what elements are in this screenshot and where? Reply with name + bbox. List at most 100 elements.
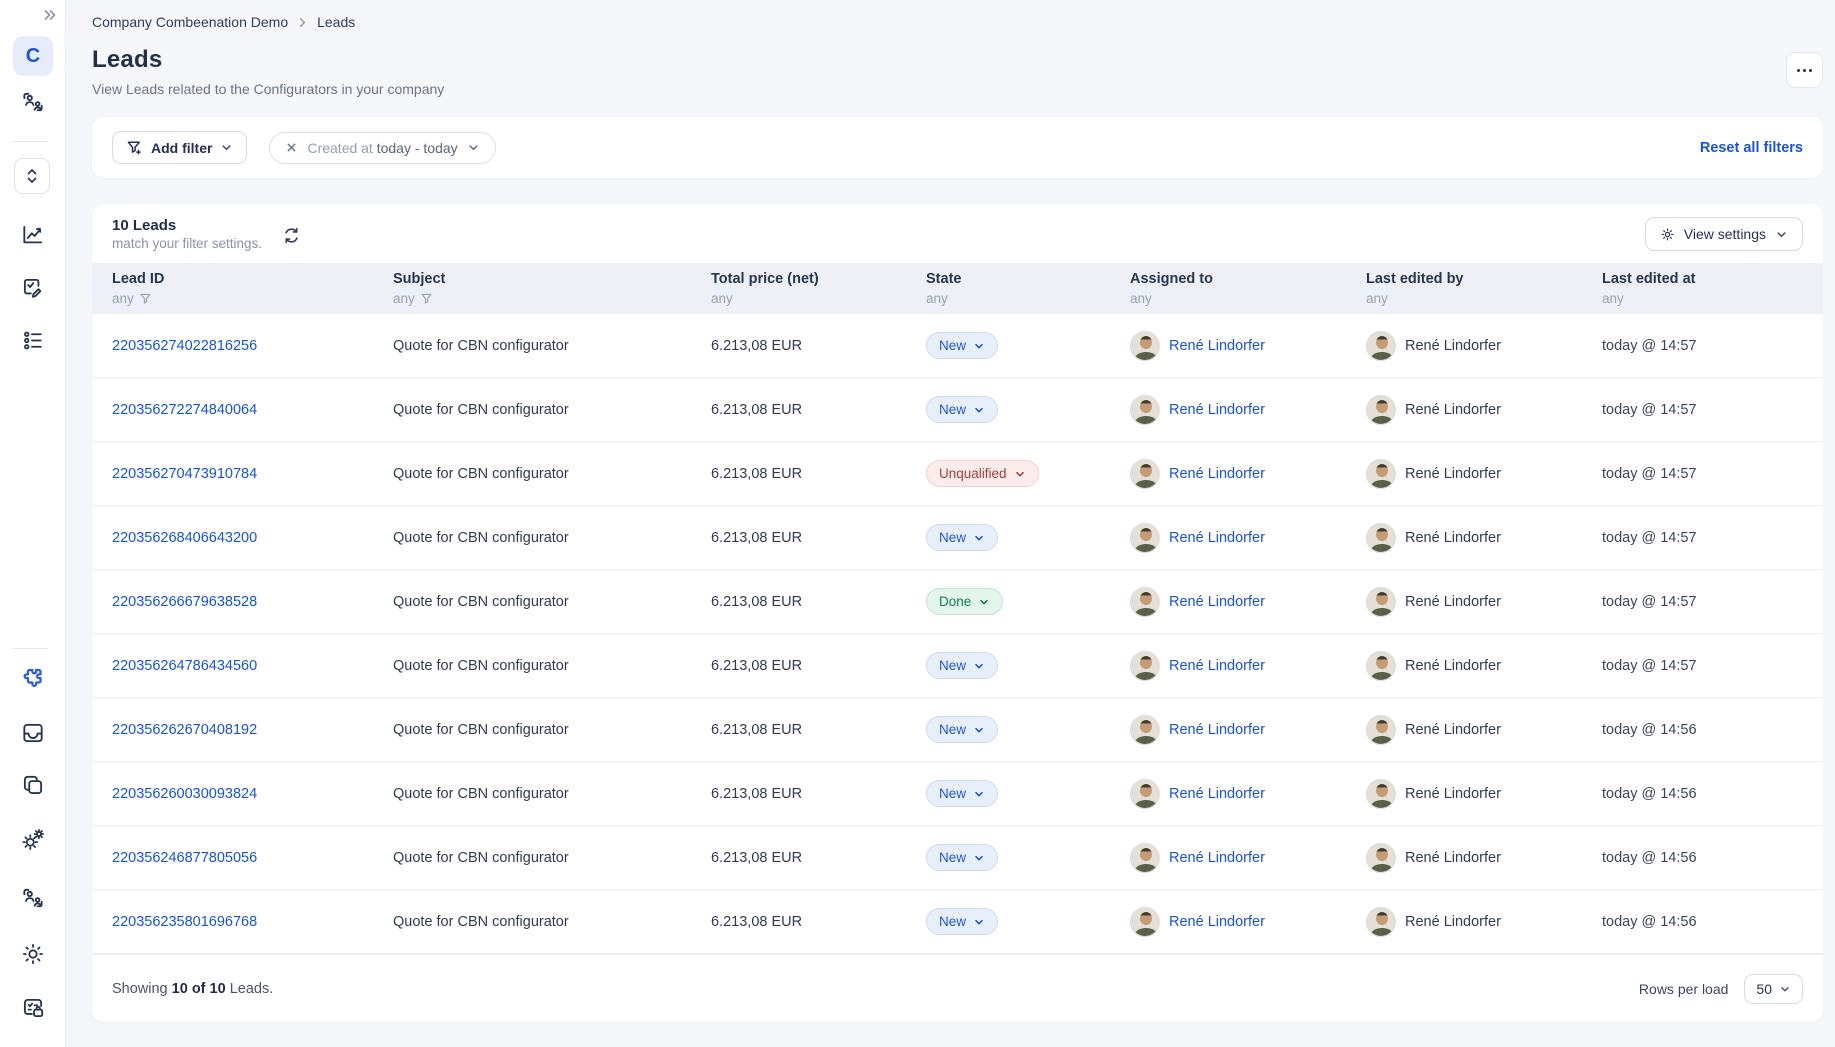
assigned-to-link[interactable]: René Lindorfer [1169, 337, 1265, 354]
filter-chip-field: Created at [307, 139, 373, 156]
team-users-icon[interactable] [17, 882, 49, 914]
last-edited-by-name: René Lindorfer [1405, 657, 1501, 674]
column-header-last-edited-at[interactable]: Last edited at any [1602, 271, 1696, 306]
assigned-to-link[interactable]: René Lindorfer [1169, 721, 1265, 738]
lead-id-link[interactable]: 220356274022816256 [112, 337, 258, 354]
lead-subject: Quote for CBN configurator [393, 785, 569, 802]
analytics-chart-icon[interactable] [17, 219, 49, 251]
avatar [1366, 394, 1396, 425]
column-header-subject[interactable]: Subject any [393, 271, 446, 306]
lead-subject: Quote for CBN configurator [393, 913, 569, 930]
automation-gears-icon[interactable] [17, 824, 49, 856]
state-badge[interactable]: New [926, 652, 999, 679]
assigned-to-link[interactable]: René Lindorfer [1169, 913, 1265, 930]
chevron-down-icon [973, 788, 985, 800]
refresh-icon[interactable] [282, 226, 301, 245]
lead-subject: Quote for CBN configurator [393, 657, 569, 674]
avatar [1366, 330, 1396, 361]
lead-id-link[interactable]: 220356262670408192 [112, 721, 258, 738]
assigned-to-link[interactable]: René Lindorfer [1169, 465, 1265, 482]
lead-id-link[interactable]: 220356235801696768 [112, 913, 258, 930]
state-badge[interactable]: Done [926, 588, 1004, 615]
rows-per-load-label: Rows per load [1638, 980, 1729, 997]
last-edited-at: today @ 14:56 [1602, 785, 1697, 802]
assigned-to-link[interactable]: René Lindorfer [1169, 529, 1265, 546]
chevron-down-icon [467, 141, 480, 154]
lead-id-link[interactable]: 220356260030093824 [112, 785, 258, 802]
last-edited-by-name: René Lindorfer [1405, 721, 1501, 738]
lead-id-link[interactable]: 220356246877805056 [112, 849, 258, 866]
rows-per-load-select[interactable]: 50 [1744, 973, 1803, 1004]
avatar [1366, 842, 1396, 873]
lead-id-link[interactable]: 220356270473910784 [112, 465, 258, 482]
state-badge[interactable]: New [926, 908, 999, 935]
copies-icon[interactable] [17, 770, 49, 802]
lead-price: 6.213,08 EUR [711, 913, 803, 930]
settings-gear-icon[interactable] [17, 938, 49, 970]
chevron-down-icon [220, 141, 233, 154]
assigned-to-link[interactable]: René Lindorfer [1169, 593, 1265, 610]
funnel-icon [140, 293, 151, 304]
column-header-total-price[interactable]: Total price (net) any [711, 271, 819, 306]
lead-id-link[interactable]: 220356272274840064 [112, 401, 258, 418]
assigned-to-link[interactable]: René Lindorfer [1169, 849, 1265, 866]
table-column-headers: Lead ID any Subject any Total price (net… [92, 263, 1823, 314]
avatar [1366, 714, 1396, 745]
configurator-plugin-icon[interactable] [17, 663, 49, 695]
reset-all-filters-link[interactable]: Reset all filters [1699, 139, 1803, 156]
state-badge[interactable]: New [926, 716, 999, 743]
lead-id-link[interactable]: 220356268406643200 [112, 529, 258, 546]
company-logo[interactable]: C [13, 36, 53, 76]
license-card-icon[interactable] [17, 992, 49, 1024]
task-list-icon[interactable] [17, 324, 49, 356]
last-edited-at: today @ 14:57 [1602, 337, 1697, 354]
filter-plus-icon [126, 139, 143, 156]
chevron-down-icon [1014, 468, 1026, 480]
org-users-icon[interactable] [17, 86, 49, 118]
column-header-last-edited-by[interactable]: Last edited by any [1366, 271, 1464, 306]
chevron-down-icon [973, 660, 985, 672]
lead-price: 6.213,08 EUR [711, 401, 803, 418]
last-edited-by-name: René Lindorfer [1405, 337, 1501, 354]
breadcrumb-leads[interactable]: Leads [317, 14, 356, 30]
state-badge[interactable]: New [926, 780, 999, 807]
lead-subject: Quote for CBN configurator [393, 465, 569, 482]
add-filter-button[interactable]: Add filter [112, 131, 248, 164]
sidebar-expand-icon[interactable] [40, 5, 60, 25]
column-header-assigned-to[interactable]: Assigned to any [1130, 271, 1213, 306]
created-at-filter-chip[interactable]: Created at today - today [269, 131, 496, 164]
leads-table-card: 10 Leads match your filter settings. [92, 204, 1823, 1022]
state-badge[interactable]: Unqualified [926, 460, 1039, 487]
state-badge[interactable]: New [926, 844, 999, 871]
avatar [1130, 842, 1160, 873]
workspace-switcher[interactable] [14, 158, 50, 194]
remove-filter-icon[interactable] [285, 141, 298, 154]
last-edited-by-name: René Lindorfer [1405, 785, 1501, 802]
breadcrumb-company[interactable]: Company Combeenation Demo [92, 14, 289, 30]
lead-price: 6.213,08 EUR [711, 529, 803, 546]
table-row: 220356235801696768 Quote for CBN configu… [92, 890, 1823, 954]
lead-price: 6.213,08 EUR [711, 849, 803, 866]
more-actions-button[interactable] [1786, 52, 1823, 88]
state-badge[interactable]: New [926, 332, 999, 359]
assigned-to-link[interactable]: René Lindorfer [1169, 785, 1265, 802]
inbox-tray-icon[interactable] [17, 717, 49, 749]
state-badge[interactable]: New [926, 524, 999, 551]
assigned-to-link[interactable]: René Lindorfer [1169, 657, 1265, 674]
lead-price: 6.213,08 EUR [711, 657, 803, 674]
lead-id-link[interactable]: 220356264786434560 [112, 657, 258, 674]
view-settings-button[interactable]: View settings [1644, 217, 1803, 251]
table-row: 220356260030093824 Quote for CBN configu… [92, 762, 1823, 826]
assigned-to-link[interactable]: René Lindorfer [1169, 401, 1265, 418]
form-editor-icon[interactable] [17, 272, 49, 304]
avatar [1130, 522, 1160, 553]
add-filter-label: Add filter [151, 139, 213, 156]
chevron-down-icon [973, 532, 985, 544]
state-badge[interactable]: New [926, 396, 999, 423]
chevron-down-icon [973, 340, 985, 352]
last-edited-at: today @ 14:57 [1602, 657, 1697, 674]
column-header-state[interactable]: State any [926, 271, 962, 306]
column-header-lead-id[interactable]: Lead ID any [112, 271, 165, 306]
breadcrumb: Company Combeenation Demo Leads [92, 14, 1823, 30]
lead-id-link[interactable]: 220356266679638528 [112, 593, 258, 610]
